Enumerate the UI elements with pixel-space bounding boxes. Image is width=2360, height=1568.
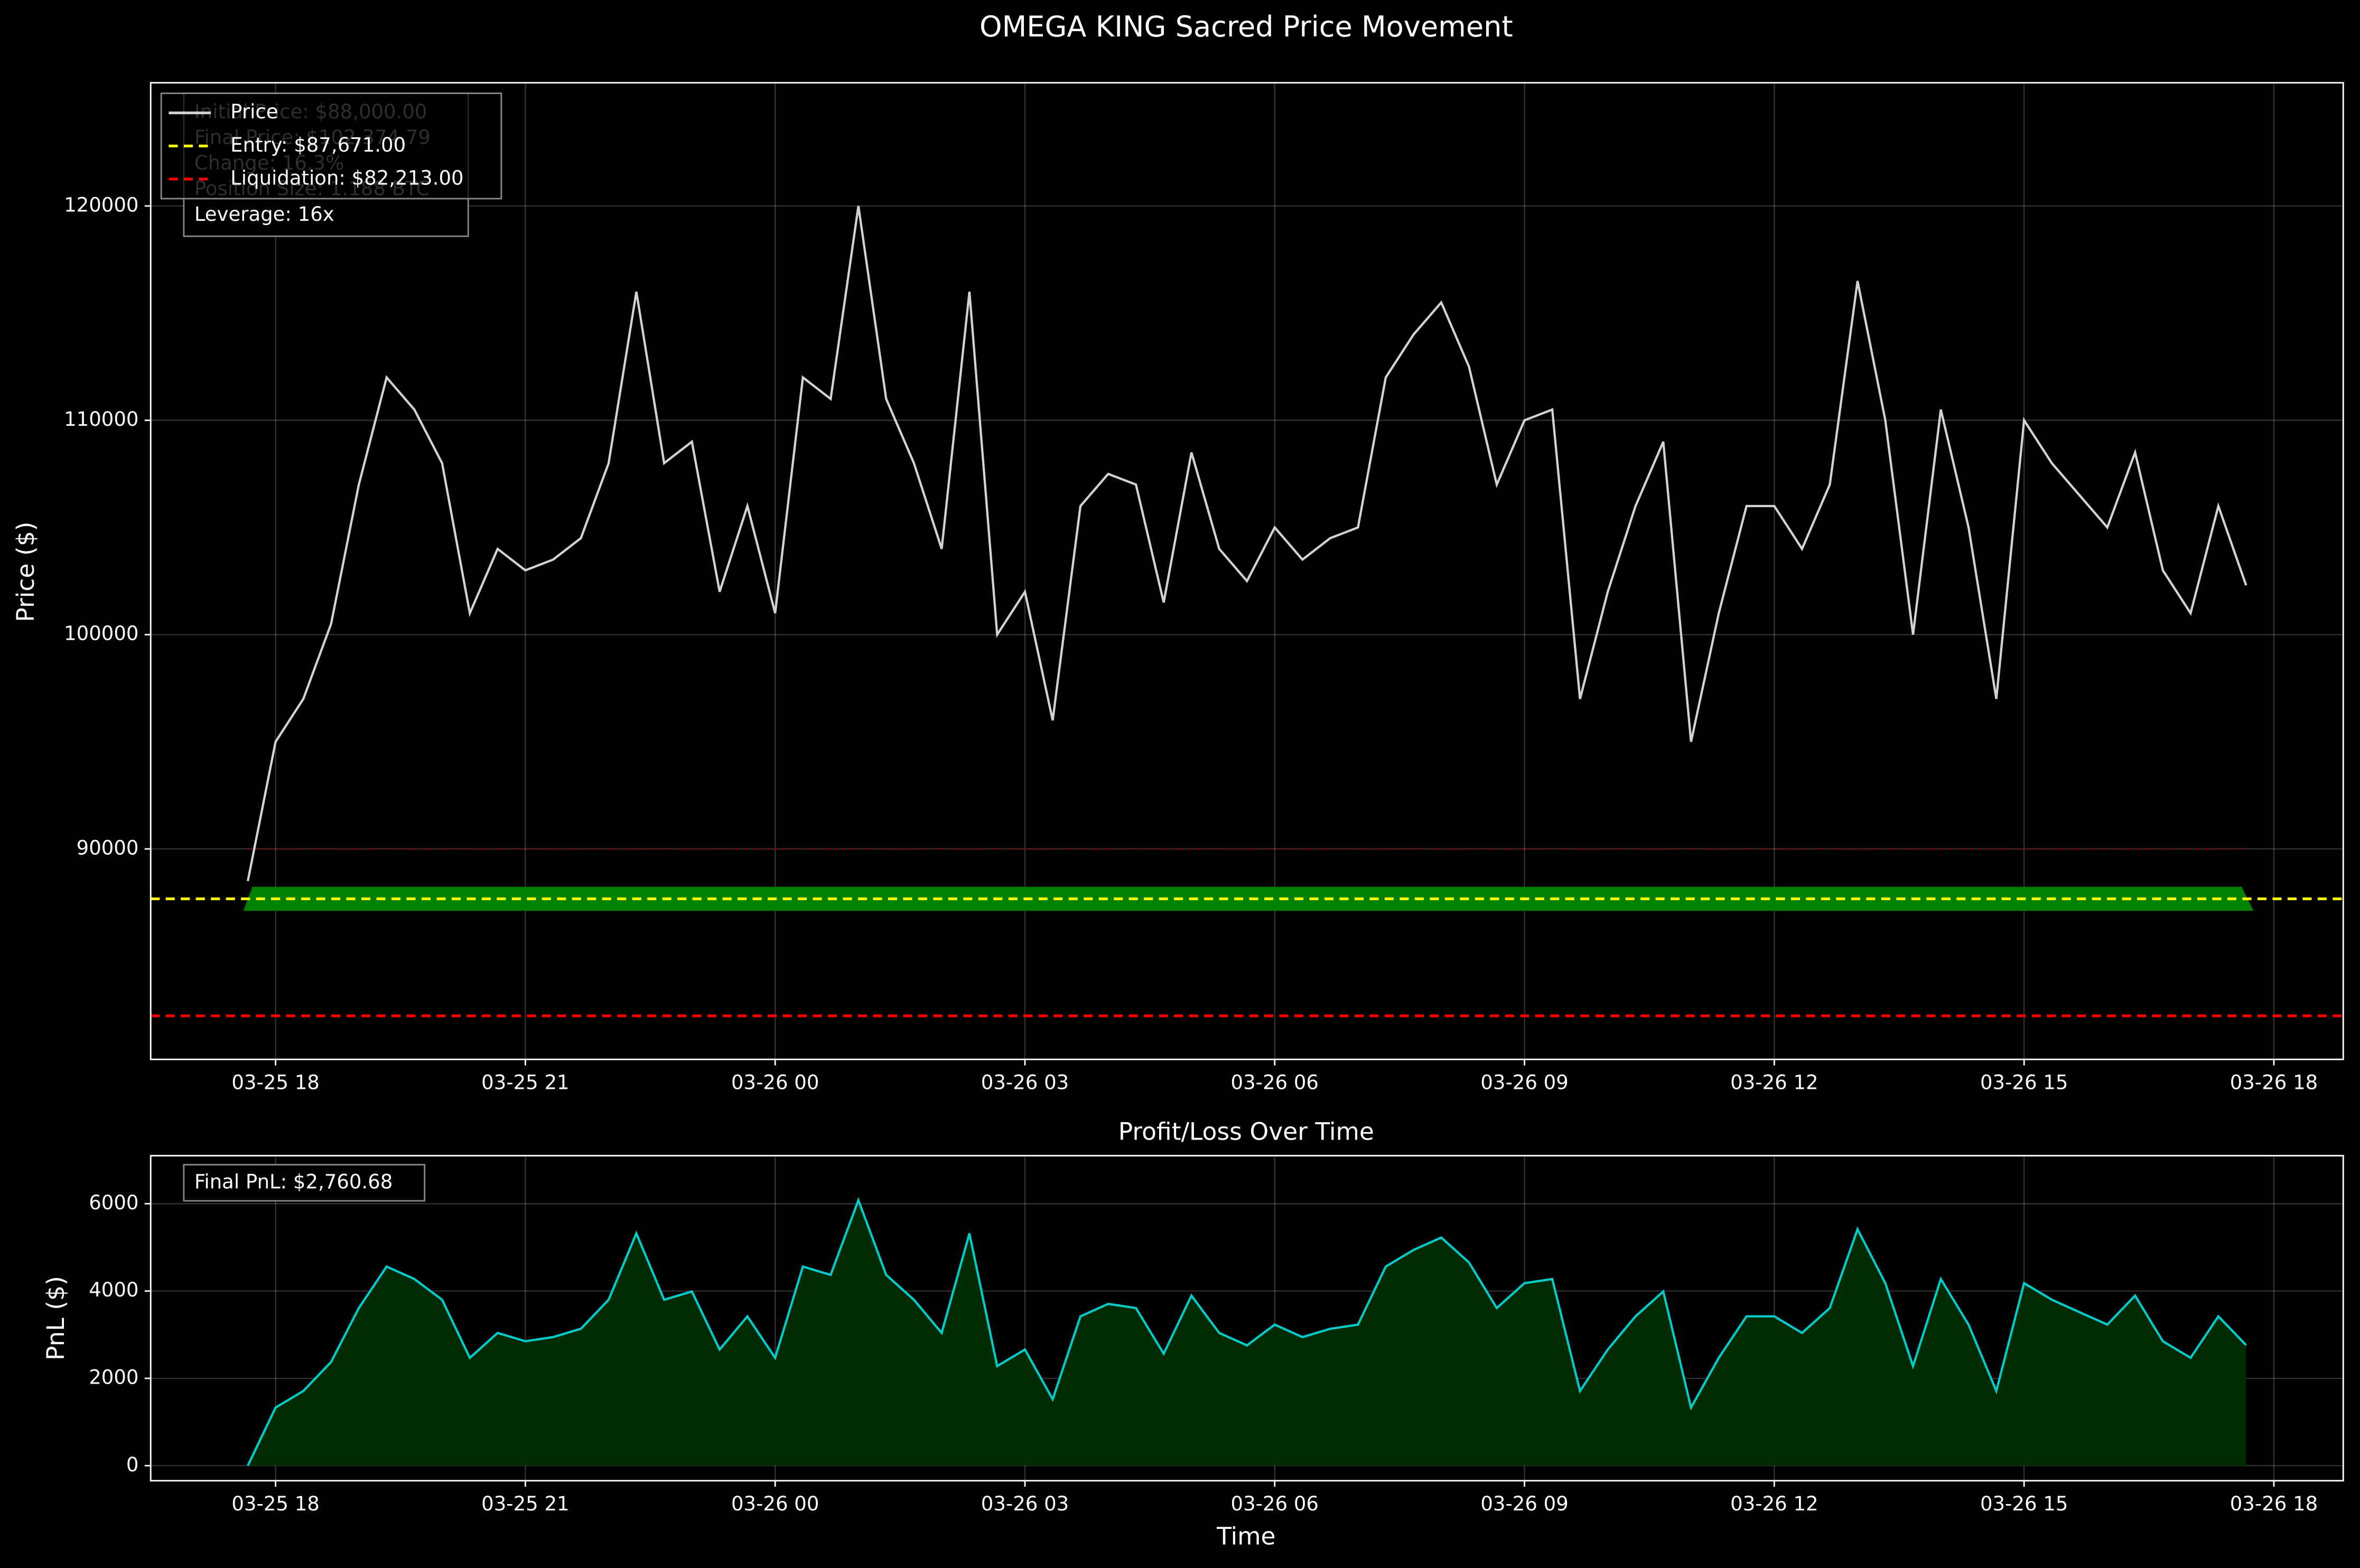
pnl-line <box>247 1197 2247 1467</box>
x-tick-label: 03-25 21 <box>481 1492 569 1515</box>
y-tick-label: 110000 <box>64 408 138 431</box>
x-tick-label: 03-26 15 <box>1980 1071 2068 1094</box>
x-tick-label: 03-26 09 <box>1480 1492 1568 1515</box>
y-tick-label: 90000 <box>77 836 139 859</box>
x-tick-label: 03-26 09 <box>1480 1071 1568 1094</box>
legend-label: Price <box>230 100 278 123</box>
x-tick-label: 03-26 12 <box>1730 1071 1818 1094</box>
legend-label: Entry: $87,671.00 <box>230 134 406 156</box>
y-tick-label: 6000 <box>89 1191 138 1214</box>
x-tick-label: 03-26 06 <box>1231 1071 1319 1094</box>
info-text: Leverage: 16x <box>194 203 334 226</box>
price-line <box>246 206 2247 882</box>
x-tick-label: 03-25 21 <box>481 1071 569 1094</box>
x-tick-label: 03-26 03 <box>981 1492 1069 1515</box>
x-tick-label: 03-26 15 <box>1980 1492 2068 1515</box>
x-tick-label: 03-26 18 <box>2230 1071 2318 1094</box>
annotation-box <box>183 1164 426 1202</box>
y-axis-label: PnL ($) <box>42 1276 70 1360</box>
x-tick-label: 03-25 18 <box>231 1492 319 1515</box>
entry-band <box>243 886 2254 911</box>
legend-label: Liquidation: $82,213.00 <box>230 166 463 189</box>
chart-title: OMEGA KING Sacred Price Movement <box>980 10 1513 43</box>
pnl-area <box>248 1200 2246 1466</box>
x-tick-label: 03-26 03 <box>981 1071 1069 1094</box>
y-tick-label: 100000 <box>64 622 138 645</box>
x-tick-label: 03-26 00 <box>731 1492 819 1515</box>
chart-subtitle: Profit/Loss Over Time <box>1118 1117 1374 1145</box>
y-tick-label: 120000 <box>64 193 138 216</box>
y-tick-label: 0 <box>126 1453 139 1476</box>
y-tick-label: 4000 <box>89 1278 138 1301</box>
x-tick-label: 03-26 06 <box>1231 1492 1319 1515</box>
x-axis-label: Time <box>1216 1523 1276 1551</box>
axes-frame <box>150 1155 2344 1482</box>
annotation: Final PnL: $2,760.68 <box>194 1170 393 1193</box>
x-tick-label: 03-26 18 <box>2230 1492 2318 1515</box>
x-tick-label: 03-26 00 <box>731 1071 819 1094</box>
x-tick-label: 03-25 18 <box>231 1071 319 1094</box>
x-tick-label: 03-26 12 <box>1730 1492 1818 1515</box>
y-axis-label: Price ($) <box>12 521 40 622</box>
legend-box <box>160 92 502 200</box>
y-tick-label: 2000 <box>89 1366 138 1389</box>
axes-frame <box>150 82 2344 1060</box>
